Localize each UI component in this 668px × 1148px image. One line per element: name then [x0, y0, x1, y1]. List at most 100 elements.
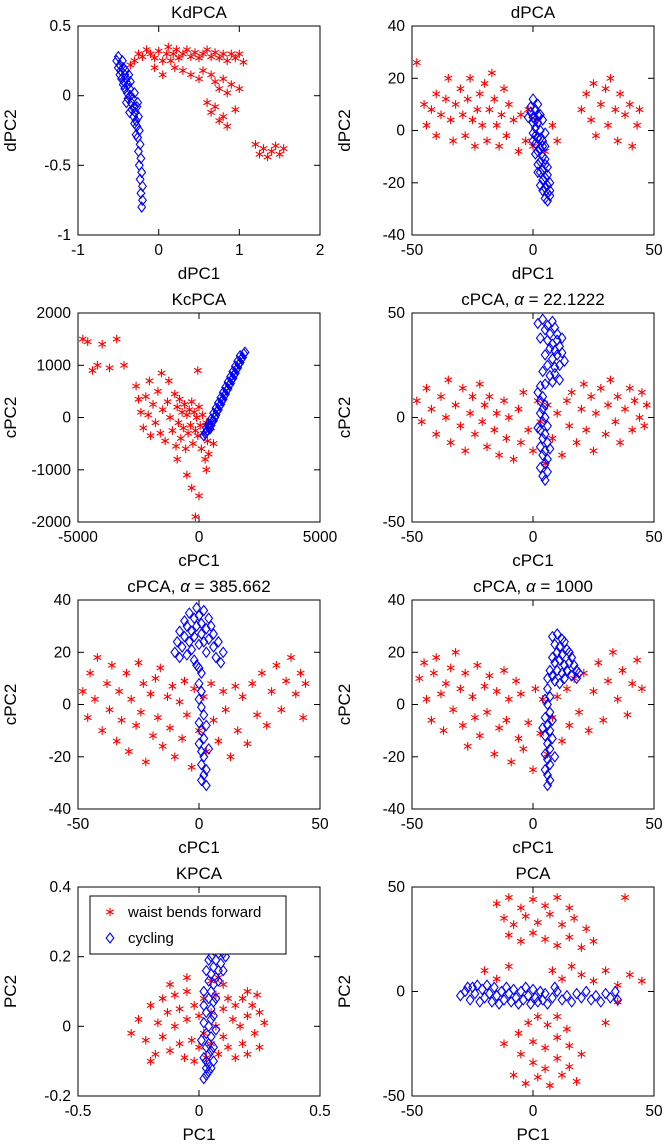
tick-marks [411, 599, 655, 810]
subplot-cpca-22: -50 0 50 -50 0 50 cPCA, α = 22.1222 cPC1 cPC2 [335, 290, 663, 570]
series-cycling [112, 50, 147, 214]
y-tick-label: 0.4 [49, 879, 71, 896]
tick-marks [77, 25, 321, 236]
x-tick-label: 1 [235, 242, 244, 259]
series-waist-bends-forward [126, 42, 288, 162]
y-tick-label: 0 [62, 88, 71, 105]
x-tick-label: 0 [529, 1103, 538, 1120]
y-axis-label: PC2 [1, 975, 20, 1008]
tick-labels: -50 0 50 -40 -20 0 20 40 [49, 592, 329, 833]
y-tick-label: 0.2 [49, 949, 71, 966]
y-tick-label: -50 [383, 1088, 406, 1105]
series-cycling [523, 93, 555, 207]
subplot-cpca-1000: -50 0 50 -40 -20 0 20 40 cPCA, α = 1000 cPC1 cPC2 [335, 577, 663, 857]
y-axis-label: cPC2 [1, 397, 20, 439]
y-tick-label: -1 [57, 227, 71, 244]
subplot-title: KdPCA [171, 3, 227, 22]
y-tick-label: 0 [62, 1018, 71, 1035]
x-tick-label: 50 [645, 242, 663, 259]
legend: waist bends forward cycling [89, 895, 287, 955]
y-axis-label: PC2 [335, 975, 354, 1008]
y-tick-label: -40 [49, 801, 72, 818]
tick-marks [411, 25, 655, 236]
subplot-kpca: -0.5 0 0.5 -0.2 0 0.2 0.4 KPCA PC1 PC2 waist bends… [1, 864, 331, 1144]
x-axis-label: dPC1 [512, 264, 555, 283]
x-tick-label: 50 [645, 1103, 663, 1120]
subplot-kcpca: -5000 0 5000 -2000 -1000 0 1000 2000 KcPCA cPC1 cP… [1, 290, 338, 570]
y-tick-label: -50 [383, 514, 406, 531]
y-tick-label: 0 [396, 410, 405, 427]
x-tick-label: 50 [645, 529, 663, 546]
x-tick-label: 0 [529, 529, 538, 546]
x-tick-label: -50 [67, 816, 90, 833]
tick-labels: -50 0 50 -50 0 50 [383, 879, 663, 1120]
x-tick-label: -1 [71, 242, 85, 259]
subplot-title: KPCA [176, 864, 223, 883]
subplot-title: cPCA, α = 1000 [473, 577, 593, 596]
subplot-kdpca: -1 0 1 2 -1 -0.5 0 0.5 KdPCA dPC1 dPC2 [1, 3, 325, 283]
subplot-title: PCA [516, 864, 552, 883]
subplot-cell-cpca-1000: -50 0 50 -40 -20 0 20 40 cPCA, α = 1000 cPC1 cPC2 [334, 574, 668, 861]
subplot-title: dPCA [511, 3, 556, 22]
series-cycling [455, 979, 623, 1010]
x-tick-label: 0.5 [309, 1103, 331, 1120]
y-axis-label: dPC2 [1, 109, 20, 152]
y-tick-label: -40 [383, 227, 406, 244]
tick-marks [77, 886, 321, 1097]
series-waist-bends-forward [78, 653, 310, 772]
x-axis-label: cPC1 [512, 838, 554, 857]
x-axis-label: cPC1 [512, 551, 554, 570]
y-tick-label: 20 [54, 644, 72, 661]
axes-box [77, 312, 321, 523]
subplot-cell-pca: -50 0 50 -50 0 50 PCA PC1 PC2 [334, 861, 668, 1148]
axes-box [411, 599, 655, 810]
y-tick-label: 0.5 [49, 18, 71, 35]
x-axis-label: cPC1 [178, 551, 220, 570]
y-axis-label: cPC2 [335, 684, 354, 726]
series-cycling [199, 346, 250, 442]
tick-labels: -50 0 50 -40 -20 0 20 40 [383, 18, 663, 259]
series-waist-bends-forward [412, 58, 644, 156]
subplot-cell-kpca: -0.5 0 0.5 -0.2 0 0.2 0.4 KPCA PC1 PC2 waist bends… [0, 861, 334, 1148]
series-cycling [533, 313, 569, 487]
y-tick-label: -2000 [31, 514, 71, 531]
y-axis-label: cPC2 [335, 397, 354, 439]
axes-box [411, 312, 655, 523]
y-tick-label: 0 [62, 697, 71, 714]
x-tick-label: 50 [311, 816, 329, 833]
x-tick-label: 2 [316, 242, 325, 259]
series-cycling [538, 628, 584, 792]
series-waist-bends-forward [415, 648, 646, 775]
x-tick-label: -0.5 [65, 1103, 92, 1120]
x-tick-label: 5000 [303, 529, 338, 546]
y-tick-label: -1000 [31, 462, 71, 479]
subplot-cell-dpca: -50 0 50 -40 -20 0 20 40 dPCA dPC1 dPC2 [334, 0, 668, 287]
x-tick-label: -5000 [58, 529, 98, 546]
x-tick-label: 0 [195, 1103, 204, 1120]
x-axis-label: dPC1 [178, 264, 221, 283]
tick-labels: -5000 0 5000 -2000 -1000 0 1000 2000 [31, 305, 337, 546]
legend-entry-label: cycling [128, 930, 174, 947]
y-tick-label: 0 [396, 123, 405, 140]
y-tick-label: 50 [388, 879, 406, 896]
subplot-title: cPCA, α = 22.1222 [461, 290, 604, 309]
y-tick-label: 40 [388, 18, 406, 35]
x-tick-label: 0 [529, 816, 538, 833]
subplot-cell-kdpca: -1 0 1 2 -1 -0.5 0 0.5 KdPCA dPC1 dPC2 [0, 0, 334, 287]
y-tick-label: 40 [54, 592, 72, 609]
y-axis-label: cPC2 [1, 684, 20, 726]
y-tick-label: -0.2 [44, 1088, 71, 1105]
x-tick-label: 0 [195, 529, 204, 546]
y-tick-label: 50 [388, 305, 406, 322]
y-tick-label: 20 [388, 70, 406, 87]
tick-marks [411, 886, 655, 1097]
legend-box [89, 895, 287, 955]
x-tick-label: -50 [401, 242, 424, 259]
y-tick-label: 20 [388, 644, 406, 661]
subplot-dpca: -50 0 50 -40 -20 0 20 40 dPCA dPC1 dPC2 [335, 3, 663, 283]
y-tick-label: 0 [396, 984, 405, 1001]
y-tick-label: -40 [383, 801, 406, 818]
subplot-title: cPCA, α = 385.662 [127, 577, 270, 596]
